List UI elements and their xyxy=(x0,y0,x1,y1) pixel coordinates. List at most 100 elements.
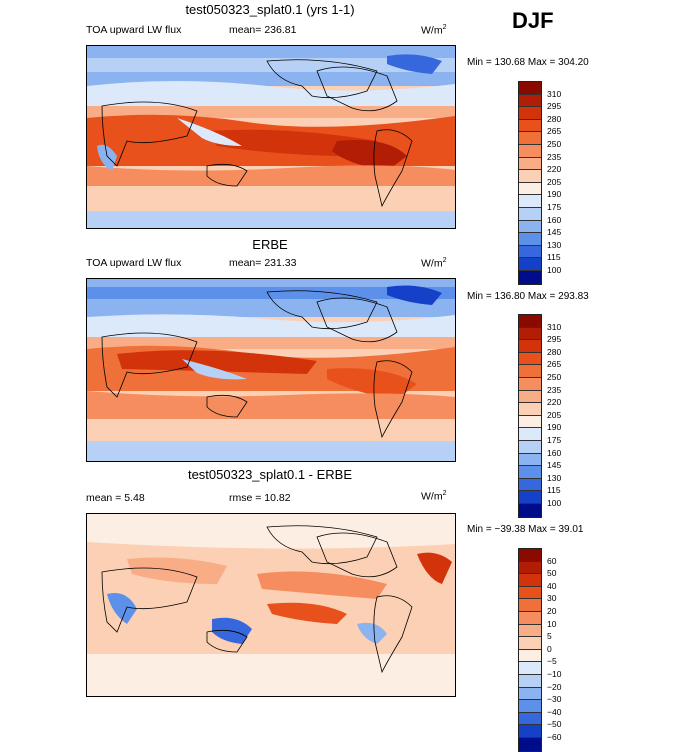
colorbar-level-label: 205 xyxy=(547,409,562,420)
colorbar-level-label: 295 xyxy=(547,101,562,112)
colorbar-swatch xyxy=(519,352,541,366)
colorbar-swatch xyxy=(519,649,541,663)
colorbar-level-label: 280 xyxy=(547,346,562,357)
colorbar-level-label: 220 xyxy=(547,397,562,408)
units-label: W/m2 xyxy=(421,490,447,503)
colorbar-level-label: 250 xyxy=(547,372,562,382)
colorbar-swatch xyxy=(519,491,541,504)
colorbar-level-label: 160 xyxy=(547,447,562,458)
mean-value: mean= 231.33 xyxy=(229,257,297,269)
season-label: DJF xyxy=(512,8,554,33)
colorbar-swatch xyxy=(519,611,541,625)
colorbar-swatch xyxy=(519,700,541,713)
colorbar-swatch xyxy=(519,207,541,221)
mean-value: mean = 5.48 xyxy=(86,492,145,504)
colorbar-swatch xyxy=(519,549,541,562)
colorbar-swatch xyxy=(519,220,541,234)
colorbar-level-label: −20 xyxy=(547,681,562,692)
colorbar-swatch xyxy=(519,453,541,467)
colorbar-level-label: 175 xyxy=(547,435,562,445)
colorbar-swatch xyxy=(519,725,541,738)
colorbar-swatch xyxy=(519,94,541,108)
colorbar-level-label: 30 xyxy=(547,593,557,604)
colorbar-level-label: 265 xyxy=(547,126,562,137)
colorbar-level-label: 5 xyxy=(547,631,552,642)
colorbar-swatch xyxy=(519,377,541,391)
colorbar-difference xyxy=(518,548,542,752)
colorbar-swatch xyxy=(519,340,541,353)
colorbar-swatch xyxy=(519,144,541,158)
colorbar-swatch xyxy=(519,390,541,404)
colorbar-swatch xyxy=(519,182,541,196)
colorbar-level-label: 265 xyxy=(547,359,562,370)
colorbar-swatch xyxy=(519,687,541,701)
colorbar-swatch xyxy=(519,466,541,479)
colorbar-swatch xyxy=(519,119,541,133)
colorbar-level-label: 280 xyxy=(547,113,562,124)
colorbar-swatch xyxy=(519,245,541,259)
colorbar-level-label: 40 xyxy=(547,580,557,591)
colorbar-level-label: 220 xyxy=(547,164,562,175)
colorbar-swatch xyxy=(519,82,541,95)
colorbar-level-label: −5 xyxy=(547,656,557,667)
colorbar-level-label: 310 xyxy=(547,321,562,332)
colorbar-swatch xyxy=(519,170,541,183)
field-label: TOA upward LW flux xyxy=(86,24,182,36)
panel-title: test050323_splat0.1 - ERBE xyxy=(187,467,353,482)
colorbar-level-label: 115 xyxy=(547,252,561,263)
field-label: TOA upward LW flux xyxy=(86,257,182,269)
colorbar-level-label: 160 xyxy=(547,214,562,225)
colorbar-swatch xyxy=(519,478,541,492)
panel-title: test050323_splat0.1 (yrs 1-1) xyxy=(185,2,355,17)
colorbar-swatch xyxy=(519,258,541,271)
colorbar-level-label: −40 xyxy=(547,706,562,717)
colorbar-swatch xyxy=(519,503,541,517)
colorbar-swatch xyxy=(519,403,541,416)
map-difference xyxy=(86,513,456,697)
colorbar-swatch xyxy=(519,365,541,378)
colorbar-swatch xyxy=(519,599,541,612)
min-max-label: Min = 136.80 Max = 293.83 xyxy=(467,291,589,302)
colorbar-level-label: 175 xyxy=(547,202,562,212)
colorbar-swatch xyxy=(519,157,541,171)
mean-value: mean= 236.81 xyxy=(229,24,297,36)
colorbar-level-label: 235 xyxy=(547,151,562,162)
colorbar-swatch xyxy=(519,107,541,120)
colorbar-level-label: 190 xyxy=(547,422,562,433)
colorbar-swatch xyxy=(519,415,541,429)
colorbar-level-label: 100 xyxy=(547,265,562,275)
colorbar-level-label: 130 xyxy=(547,472,562,483)
map-model xyxy=(86,45,456,229)
colorbar-level-label: 115 xyxy=(547,485,561,496)
colorbar-level-label: 60 xyxy=(547,555,557,566)
units-label: W/m2 xyxy=(421,257,447,270)
colorbar-level-label: 205 xyxy=(547,176,562,187)
map-observations xyxy=(86,278,456,462)
colorbar-level-label: −50 xyxy=(547,719,562,730)
colorbar-level-label: 250 xyxy=(547,139,562,149)
colorbar-model xyxy=(518,81,542,285)
colorbar-level-label: 50 xyxy=(547,568,557,579)
rmse-value: rmse = 10.82 xyxy=(229,492,291,504)
colorbar-level-label: 20 xyxy=(547,606,557,616)
colorbar-level-label: 10 xyxy=(547,618,557,629)
colorbar-swatch xyxy=(519,270,541,284)
colorbar-level-label: 0 xyxy=(547,643,552,654)
colorbar-swatch xyxy=(519,440,541,454)
colorbar-swatch xyxy=(519,586,541,600)
min-max-label: Min = 130.68 Max = 304.20 xyxy=(467,57,589,68)
colorbar-swatch xyxy=(519,574,541,587)
colorbar-swatch xyxy=(519,637,541,650)
colorbar-level-label: −10 xyxy=(547,669,562,679)
colorbar-level-label: −30 xyxy=(547,694,562,705)
units-label: W/m2 xyxy=(421,24,447,37)
colorbar-level-label: 235 xyxy=(547,384,562,395)
colorbar-level-label: 190 xyxy=(547,189,562,200)
colorbar-swatch xyxy=(519,674,541,688)
colorbar-swatch xyxy=(519,712,541,726)
colorbar-swatch xyxy=(519,662,541,675)
colorbar-level-label: 295 xyxy=(547,334,562,345)
colorbar-swatch xyxy=(519,132,541,145)
colorbar-level-label: 145 xyxy=(547,460,562,471)
colorbar-swatch xyxy=(519,624,541,638)
